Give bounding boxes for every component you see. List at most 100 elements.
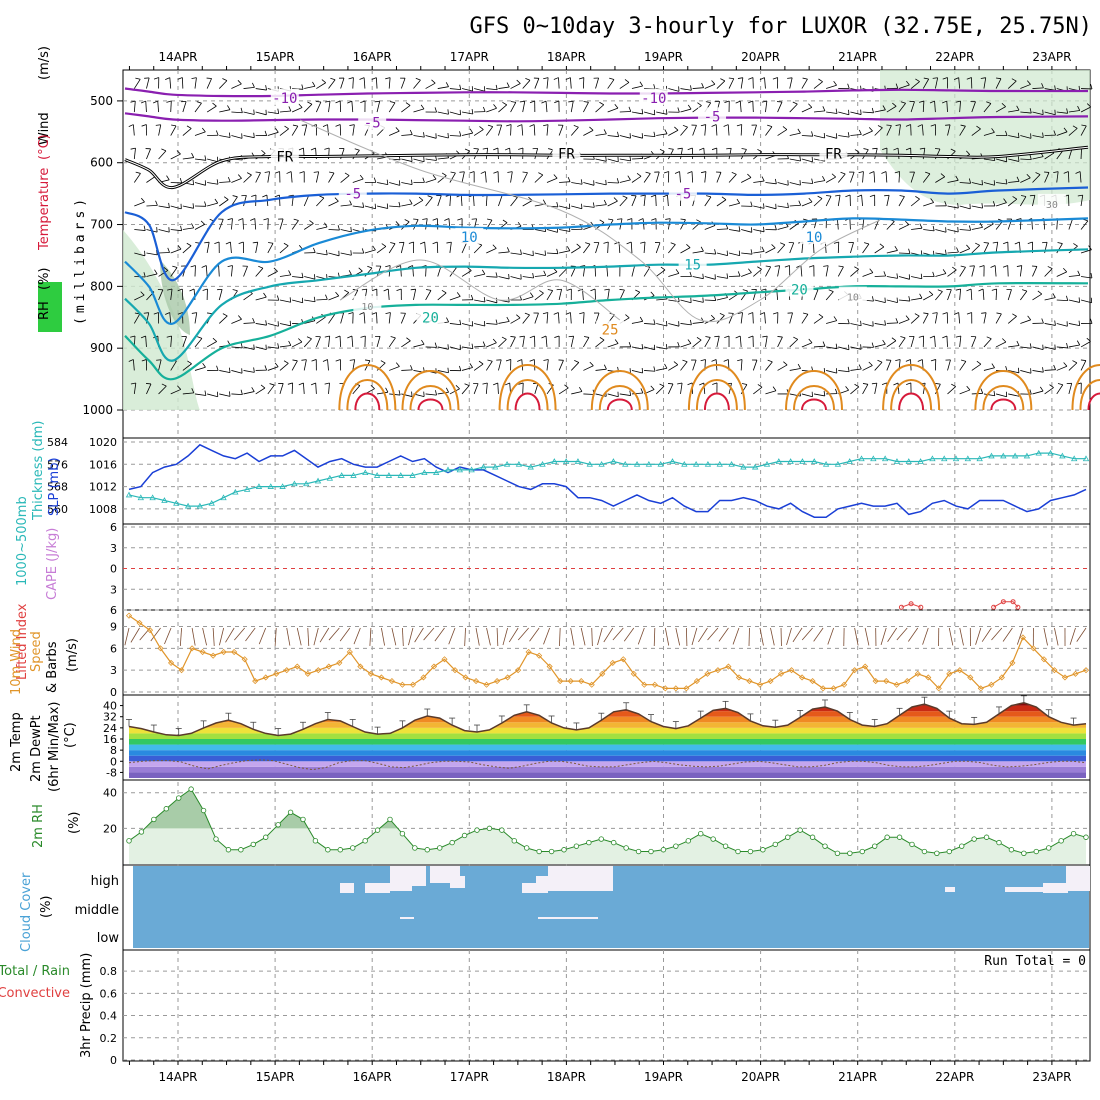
wind-barb: [680, 148, 683, 160]
wind-barb: [182, 245, 192, 254]
wind-barb-flag: [288, 270, 292, 276]
wind-barb-flag: [238, 218, 244, 221]
wind-barb: [316, 252, 328, 256]
thickness-marker: [196, 502, 204, 509]
wind-barb: [668, 244, 676, 254]
thickness-marker: [184, 502, 192, 509]
wind10-marker: [872, 678, 879, 685]
wind-barb: [461, 88, 473, 92]
wind-barb: [425, 197, 433, 207]
wind10-barb: [718, 627, 729, 642]
wind-barb-flag: [822, 176, 826, 181]
wind-barb-flag: [765, 265, 771, 268]
wind-barb-flag: [942, 335, 948, 339]
wind10-marker: [546, 663, 553, 670]
wind-barb-flag: [619, 289, 625, 291]
wind10-marker: [756, 681, 764, 688]
rh2m-marker: [722, 843, 729, 849]
wind10-marker: [725, 663, 732, 670]
wind-barb-flag: [196, 101, 202, 104]
thickness-marker: [692, 460, 700, 467]
wind-barb-flag: [240, 342, 243, 349]
wind-barb-flag: [204, 155, 207, 161]
wind-barb: [862, 130, 873, 136]
rh2m-marker: [785, 834, 791, 840]
wind-barb: [704, 83, 716, 89]
wind-barb: [267, 111, 279, 114]
wind-barb-flag: [516, 314, 521, 319]
wind-barb: [303, 103, 313, 113]
wind-barb: [971, 363, 982, 371]
wind-barb: [522, 200, 533, 207]
wind-barb: [243, 195, 247, 207]
wind-barb-flag: [895, 124, 901, 126]
li-tick-label: 3: [110, 583, 117, 596]
wind10-marker: [809, 678, 816, 685]
wind-barb: [692, 339, 702, 348]
wind-barb-flag: [772, 386, 777, 391]
wind-barb-flag: [660, 266, 666, 271]
wind-barb: [1044, 346, 1056, 350]
wind10-marker: [472, 678, 480, 685]
wind-barb-flag: [350, 226, 352, 232]
precip-tick-label: 0.8: [100, 965, 118, 978]
wind-barb-flag: [223, 196, 229, 200]
wind-barb-flag: [329, 171, 335, 174]
wind-barb: [777, 226, 789, 230]
contour-label-bg: [800, 227, 829, 244]
wind-barb-flag: [161, 148, 167, 152]
wind-barb-flag: [189, 288, 195, 292]
wind-barb: [873, 171, 876, 183]
wind-barb-flag: [370, 384, 375, 389]
wind-barb: [194, 312, 198, 324]
pressure-tick-label: 700: [90, 218, 113, 232]
wind-barb-flag: [568, 335, 574, 338]
wind-barb: [545, 335, 548, 347]
wind-barb-flag: [908, 248, 911, 254]
wind-barb-flag: [204, 241, 210, 244]
wind10-marker: [357, 663, 364, 670]
wind-barb: [304, 320, 315, 324]
li-marker: [1000, 599, 1006, 605]
wind-barb: [219, 109, 231, 113]
li-line: [901, 603, 921, 608]
wind-barb-flag: [950, 148, 956, 152]
wind-barb: [498, 276, 510, 280]
wind-barb: [510, 252, 522, 255]
isotherm-line: [124, 87, 1089, 98]
wind-barb: [279, 345, 291, 348]
wind-barb-flag: [277, 343, 280, 349]
wind-barb-flag: [955, 335, 961, 338]
wind-barb-flag: [274, 362, 279, 368]
rh2m-marker: [387, 816, 393, 823]
wind-barb: [947, 251, 959, 254]
wind-barb-flag: [390, 242, 396, 245]
wind10-barb: [508, 627, 519, 643]
wind-barb-flag: [237, 80, 242, 85]
rh2m-marker: [1070, 830, 1077, 837]
wind-barb: [498, 124, 502, 136]
wind-barb: [789, 393, 801, 397]
wind-barb-flag: [283, 242, 289, 247]
wind-barb: [351, 101, 354, 113]
rh2m-marker: [884, 834, 890, 840]
wind-barb: [1056, 111, 1068, 114]
wind-barb-flag: [396, 288, 402, 291]
chart-title: GFS 0~10day 3-hourly for LUXOR (32.75E, …: [469, 14, 1092, 39]
wind-barb-flag: [991, 288, 997, 291]
wind-barb-flag: [322, 124, 328, 127]
wind-barb: [206, 341, 217, 348]
wind-barb-flag: [696, 219, 701, 223]
wind-barb: [764, 77, 766, 89]
wind-barb-flag: [700, 359, 706, 362]
wind-barb-flag: [471, 218, 477, 220]
wind-barb-flag: [609, 77, 615, 80]
wind-barb: [826, 84, 837, 89]
thickness-marker: [952, 455, 960, 462]
wind-barb-flag: [216, 365, 219, 371]
wind-barb: [680, 219, 686, 230]
wind-barb: [290, 171, 293, 183]
wind-barb: [752, 359, 758, 371]
thickness-marker: [456, 466, 463, 473]
wind-barb: [279, 383, 284, 395]
